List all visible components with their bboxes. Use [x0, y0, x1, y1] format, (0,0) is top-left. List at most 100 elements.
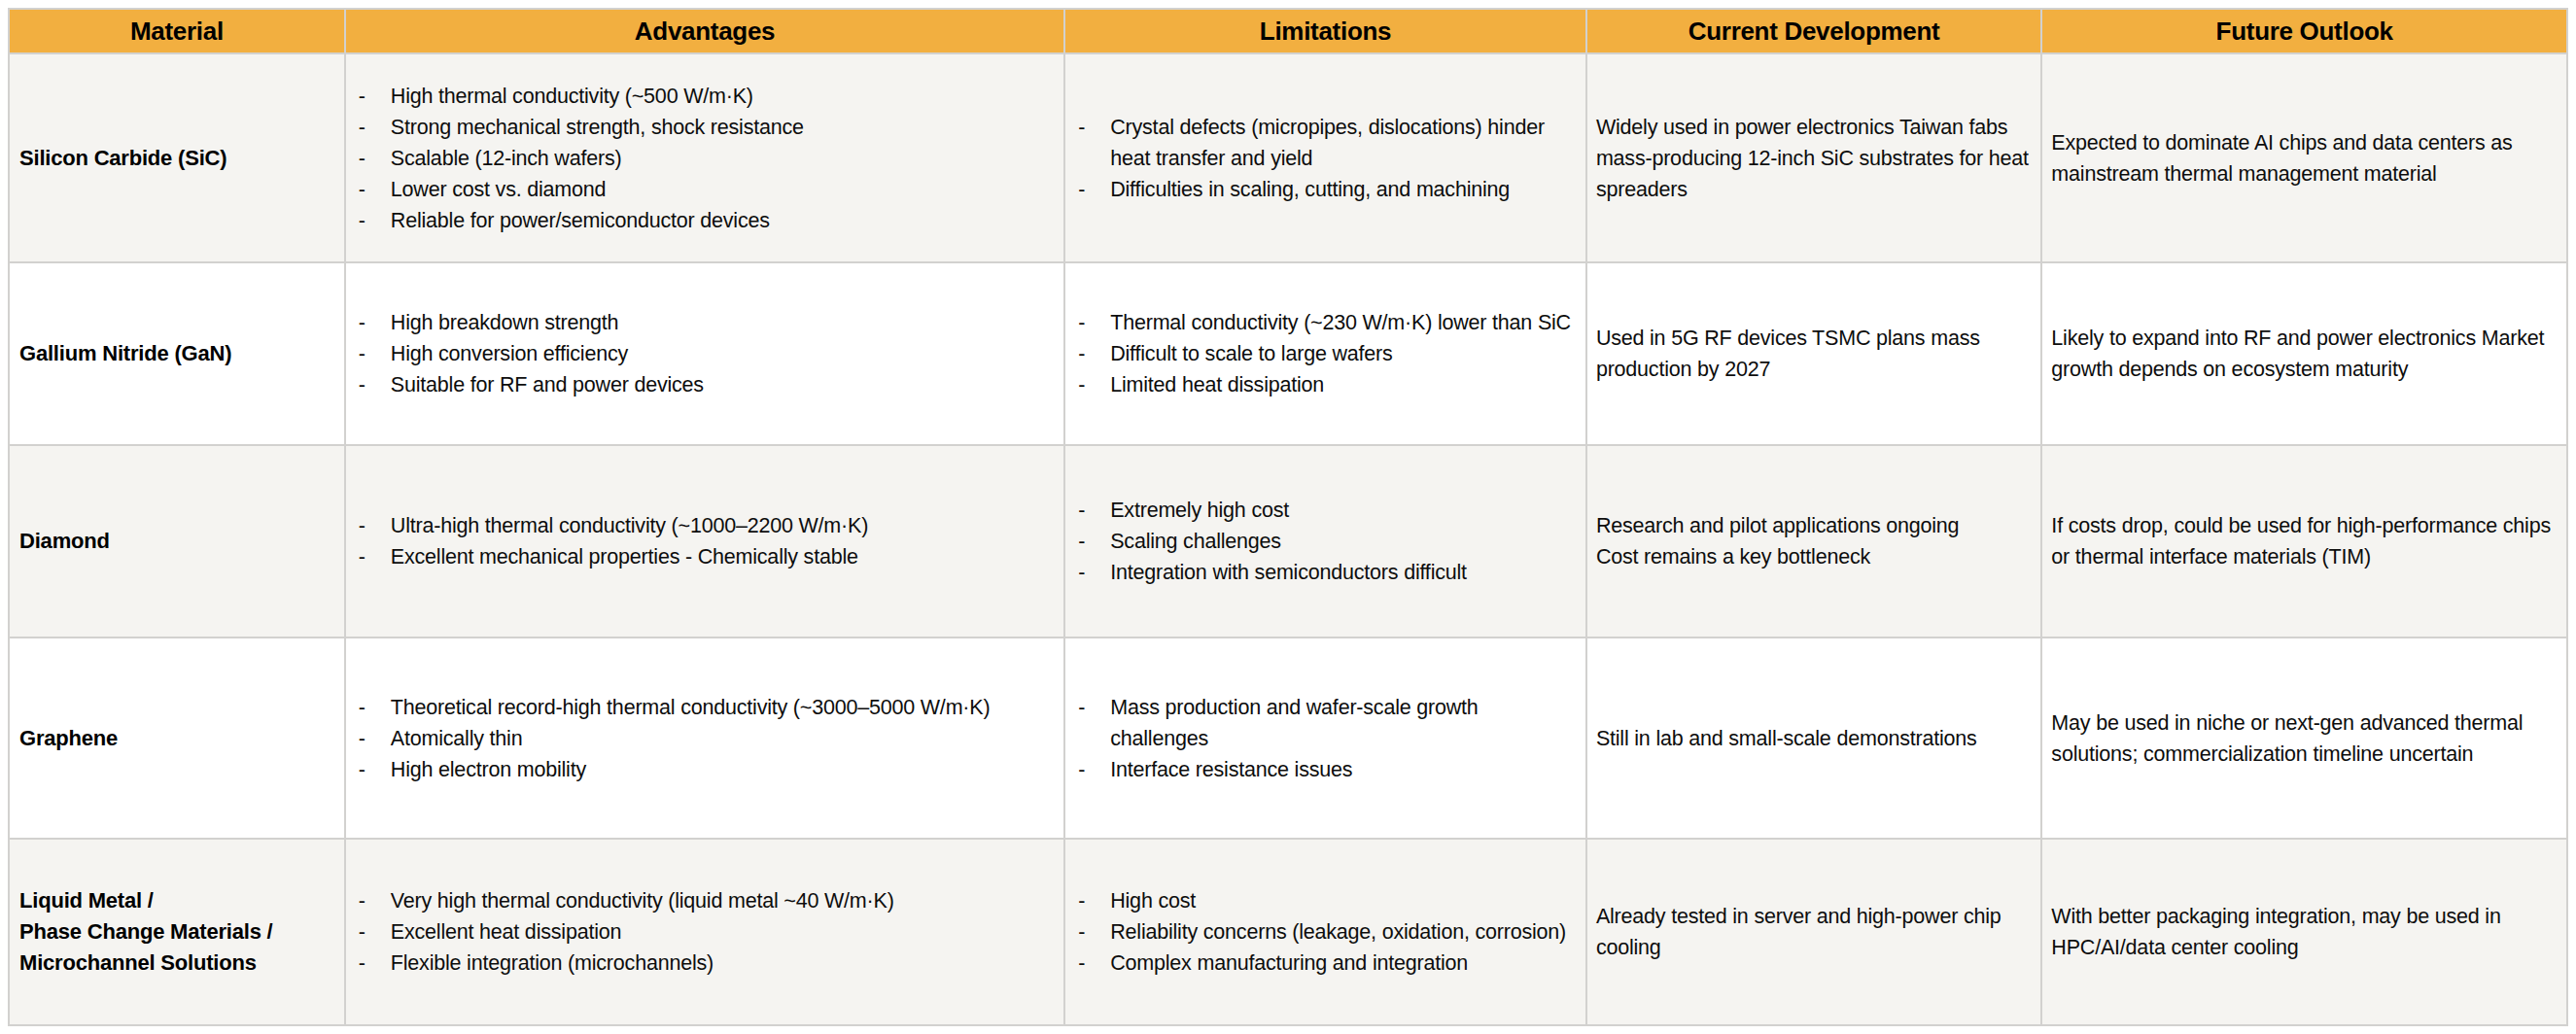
limitation-item-text: Mass production and wafer-scale growth c… — [1110, 696, 1478, 750]
current-development-text: Widely used in power electronics Taiwan … — [1596, 112, 2033, 205]
column-header-future-outlook: Future Outlook — [2041, 9, 2567, 53]
advantage-item-text: Lower cost vs. diamond — [391, 178, 606, 201]
advantages-list: Very high thermal conductivity (liquid m… — [358, 885, 1058, 979]
limitation-item-text: High cost — [1110, 889, 1196, 913]
advantages-cell: High breakdown strength High conversion e… — [345, 262, 1064, 445]
limitation-item: Difficult to scale to large wafers — [1077, 338, 1580, 369]
current-development-cell: Research and pilot applications ongoingC… — [1586, 445, 2041, 638]
limitations-list: Crystal defects (micropipes, dislocation… — [1077, 112, 1580, 205]
advantage-item: Excellent mechanical properties - Chemic… — [358, 541, 1058, 572]
material-cell: Liquid Metal /Phase Change Materials /Mi… — [9, 839, 345, 1025]
advantage-item-text: Very high thermal conductivity (liquid m… — [391, 889, 894, 913]
future-outlook-text: If costs drop, could be used for high-pe… — [2051, 510, 2559, 572]
advantages-cell: Ultra-high thermal conductivity (~1000–2… — [345, 445, 1064, 638]
advantages-list: High thermal conductivity (~500 W/m·K) St… — [358, 81, 1058, 236]
advantage-item: Atomically thin — [358, 723, 1058, 754]
column-header-material: Material — [9, 9, 345, 53]
material-name-line: Phase Change Materials / — [19, 916, 334, 948]
advantage-item: Scalable (12-inch wafers) — [358, 143, 1058, 174]
advantage-item-text: Excellent heat dissipation — [391, 920, 621, 944]
advantage-item-text: Strong mechanical strength, shock resist… — [391, 116, 804, 139]
future-outlook-cell: If costs drop, could be used for high-pe… — [2041, 445, 2567, 638]
advantage-item: Excellent heat dissipation — [358, 916, 1058, 948]
material-cell: Silicon Carbide (SiC) — [9, 53, 345, 262]
advantages-cell: Theoretical record-high thermal conducti… — [345, 638, 1064, 839]
advantage-item: Flexible integration (microchannels) — [358, 948, 1058, 979]
advantage-item: High breakdown strength — [358, 307, 1058, 338]
limitation-item-text: Crystal defects (micropipes, dislocation… — [1110, 116, 1545, 170]
limitation-item-text: Limited heat dissipation — [1110, 373, 1324, 396]
advantage-item: Theoretical record-high thermal conducti… — [358, 692, 1058, 723]
current-development-cell: Already tested in server and high-power … — [1586, 839, 2041, 1025]
limitation-item: Complex manufacturing and integration — [1077, 948, 1580, 979]
advantage-item-text: Scalable (12-inch wafers) — [391, 147, 622, 170]
material-cell: Gallium Nitride (GaN) — [9, 262, 345, 445]
advantage-item: High conversion efficiency — [358, 338, 1058, 369]
current-development-text: Used in 5G RF devices TSMC plans mass pr… — [1596, 323, 2033, 385]
advantage-item: Very high thermal conductivity (liquid m… — [358, 885, 1058, 916]
limitation-item: Thermal conductivity (~230 W/m·K) lower … — [1077, 307, 1580, 338]
column-header-advantages: Advantages — [345, 9, 1064, 53]
advantage-item: Suitable for RF and power devices — [358, 369, 1058, 400]
future-outlook-cell: With better packaging integration, may b… — [2041, 839, 2567, 1025]
current-development-text: Research and pilot applications ongoing — [1596, 510, 2033, 541]
current-development-cell: Still in lab and small-scale demonstrati… — [1586, 638, 2041, 839]
advantage-item: Strong mechanical strength, shock resist… — [358, 112, 1058, 143]
material-name-line: Gallium Nitride (GaN) — [19, 338, 334, 369]
limitations-cell: Crystal defects (micropipes, dislocation… — [1064, 53, 1586, 262]
table-row: Liquid Metal /Phase Change Materials /Mi… — [9, 839, 2567, 1025]
limitation-item-text: Difficulties in scaling, cutting, and ma… — [1110, 178, 1510, 201]
table-row: Gallium Nitride (GaN) High breakdown stre… — [9, 262, 2567, 445]
advantage-item-text: High thermal conductivity (~500 W/m·K) — [391, 85, 753, 108]
advantage-item-text: Ultra-high thermal conductivity (~1000–2… — [391, 514, 868, 537]
advantage-item-text: High electron mobility — [391, 758, 586, 781]
limitations-cell: High cost Reliability concerns (leakage, … — [1064, 839, 1586, 1025]
future-outlook-cell: May be used in niche or next-gen advance… — [2041, 638, 2567, 839]
advantage-item: Lower cost vs. diamond — [358, 174, 1058, 205]
limitation-item: Reliability concerns (leakage, oxidation… — [1077, 916, 1580, 948]
limitation-item-text: Extremely high cost — [1110, 499, 1289, 522]
limitation-item: Difficulties in scaling, cutting, and ma… — [1077, 174, 1580, 205]
future-outlook-cell: Likely to expand into RF and power elect… — [2041, 262, 2567, 445]
material-name-line: Diamond — [19, 526, 334, 557]
advantages-list: Ultra-high thermal conductivity (~1000–2… — [358, 510, 1058, 572]
limitations-list: Extremely high cost Scaling challenges Int… — [1077, 495, 1580, 588]
header-row: Material Advantages Limitations Current … — [9, 9, 2567, 53]
advantage-item: Ultra-high thermal conductivity (~1000–2… — [358, 510, 1058, 541]
limitation-item-text: Reliability concerns (leakage, oxidation… — [1110, 920, 1566, 944]
limitations-list: Mass production and wafer-scale growth c… — [1077, 692, 1580, 785]
future-outlook-text: Expected to dominate AI chips and data c… — [2051, 127, 2559, 190]
column-header-current-development: Current Development — [1586, 9, 2041, 53]
current-development-text: Cost remains a key bottleneck — [1596, 541, 2033, 572]
material-cell: Diamond — [9, 445, 345, 638]
material-cell: Graphene — [9, 638, 345, 839]
advantages-cell: High thermal conductivity (~500 W/m·K) St… — [345, 53, 1064, 262]
advantage-item-text: Atomically thin — [391, 727, 523, 750]
current-development-text: Already tested in server and high-power … — [1596, 901, 2033, 963]
limitations-list: Thermal conductivity (~230 W/m·K) lower … — [1077, 307, 1580, 400]
limitations-cell: Mass production and wafer-scale growth c… — [1064, 638, 1586, 839]
limitation-item: Crystal defects (micropipes, dislocation… — [1077, 112, 1580, 174]
limitation-item: Scaling challenges — [1077, 526, 1580, 557]
material-name-line: Silicon Carbide (SiC) — [19, 143, 334, 174]
limitation-item: High cost — [1077, 885, 1580, 916]
advantage-item-text: High conversion efficiency — [391, 342, 628, 365]
limitation-item-text: Integration with semiconductors difficul… — [1110, 561, 1467, 584]
current-development-cell: Widely used in power electronics Taiwan … — [1586, 53, 2041, 262]
table-row: Silicon Carbide (SiC) High thermal conduc… — [9, 53, 2567, 262]
limitation-item: Integration with semiconductors difficul… — [1077, 557, 1580, 588]
advantages-list: Theoretical record-high thermal conducti… — [358, 692, 1058, 785]
advantage-item-text: Theoretical record-high thermal conducti… — [391, 696, 991, 719]
limitation-item-text: Interface resistance issues — [1110, 758, 1352, 781]
current-development-text: Still in lab and small-scale demonstrati… — [1596, 723, 2033, 754]
table-row: Diamond Ultra-high thermal conductivity (… — [9, 445, 2567, 638]
column-header-limitations: Limitations — [1064, 9, 1586, 53]
current-development-cell: Used in 5G RF devices TSMC plans mass pr… — [1586, 262, 2041, 445]
advantage-item: High thermal conductivity (~500 W/m·K) — [358, 81, 1058, 112]
materials-comparison-table: Material Advantages Limitations Current … — [8, 8, 2568, 1026]
advantage-item-text: Suitable for RF and power devices — [391, 373, 704, 396]
future-outlook-text: May be used in niche or next-gen advance… — [2051, 707, 2559, 770]
limitation-item-text: Thermal conductivity (~230 W/m·K) lower … — [1110, 311, 1571, 334]
limitations-cell: Thermal conductivity (~230 W/m·K) lower … — [1064, 262, 1586, 445]
limitation-item: Interface resistance issues — [1077, 754, 1580, 785]
